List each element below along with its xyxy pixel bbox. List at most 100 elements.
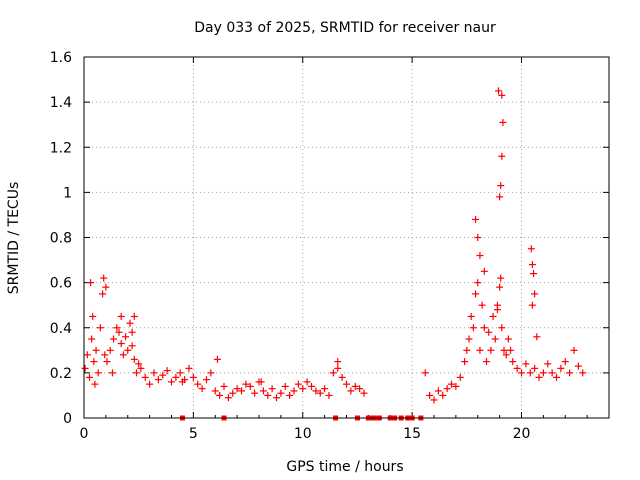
data-point: [135, 360, 143, 368]
y-tick-label: 1.4: [50, 95, 72, 111]
y-tick-label: 0.8: [50, 231, 72, 247]
data-point: [574, 362, 582, 370]
data-point: [216, 391, 224, 399]
data-point: [99, 290, 107, 298]
data-point: [130, 355, 138, 363]
data-point: [472, 290, 480, 298]
data-point: [430, 396, 438, 404]
data-point: [533, 333, 541, 341]
data-point: [281, 382, 289, 390]
data-point: [476, 252, 484, 260]
data-point: [530, 270, 538, 278]
data-point: [343, 380, 350, 388]
data-point: [504, 335, 512, 343]
data-point: [531, 290, 539, 298]
data-point: [122, 333, 130, 341]
data-point: [172, 373, 180, 381]
data-point: [203, 376, 210, 384]
data-point: [463, 346, 471, 354]
data-point: [566, 369, 574, 377]
data-point: [294, 380, 302, 388]
data-point: [189, 373, 197, 381]
data-point: [469, 324, 477, 332]
data-point: [81, 364, 89, 372]
data-point: [90, 358, 98, 366]
data-point: [507, 346, 515, 354]
data-point: [495, 87, 503, 95]
data-point: [474, 234, 482, 241]
data-point: [194, 380, 202, 388]
data-point: [150, 369, 158, 377]
y-tick-label: 0: [63, 411, 72, 427]
data-point: [456, 373, 464, 381]
x-tick-label: 15: [403, 426, 421, 442]
data-point: [480, 324, 488, 332]
x-tick-label: 20: [513, 426, 531, 442]
data-point: [329, 369, 337, 377]
data-point: [185, 364, 193, 372]
data-point: [303, 378, 311, 386]
gridlines: [84, 57, 609, 418]
data-point: [497, 274, 505, 282]
data-point: [527, 245, 535, 253]
data-point: [351, 382, 359, 390]
data-point: [299, 385, 307, 393]
data-point: [106, 346, 114, 354]
x-tick-label: 10: [294, 426, 312, 442]
data-point: [496, 193, 504, 201]
data-point: [561, 358, 569, 366]
data-point: [528, 261, 536, 269]
data-point: [213, 355, 221, 363]
data-point: [443, 385, 451, 393]
data-point: [334, 364, 342, 372]
y-tick-label: 0.2: [50, 366, 72, 382]
data-point: [242, 380, 250, 388]
data-point: [421, 369, 429, 377]
data-point: [498, 91, 506, 99]
data-point: [308, 382, 315, 390]
data-point: [277, 389, 285, 397]
data-point: [570, 346, 578, 354]
x-tick-label: 0: [80, 426, 89, 442]
data-point: [290, 387, 298, 395]
data-point: [522, 360, 530, 368]
data-point: [461, 358, 469, 366]
axis-ticks: 0 5 10 15 20 0 0.2 0.4 0.6 0.8 1 1.2 1.4 1.6: [50, 50, 609, 442]
data-point: [448, 380, 455, 388]
data-point: [115, 328, 123, 336]
data-point: [476, 346, 484, 354]
data-point: [465, 335, 473, 343]
data-point: [83, 351, 91, 359]
data-point: [146, 380, 154, 388]
data-point: [113, 324, 121, 332]
data-point: [497, 182, 505, 190]
data-point: [474, 279, 482, 287]
data-point: [498, 324, 506, 332]
data-point: [246, 382, 254, 390]
data-point: [483, 358, 490, 366]
data-point: [273, 394, 280, 402]
data-point: [176, 369, 184, 377]
data-point: [102, 283, 110, 291]
data-point: [485, 328, 493, 336]
data-point: [360, 389, 368, 397]
chart-title: Day 033 of 2025, SRMTID for receiver nau…: [194, 20, 496, 36]
data-point: [207, 369, 215, 377]
data-point: [233, 385, 241, 393]
data-point: [133, 369, 140, 377]
plot-frame: [83, 56, 610, 419]
data-point: [168, 378, 175, 386]
data-point: [130, 312, 138, 320]
data-point: [211, 387, 219, 395]
data-point: [96, 324, 104, 332]
data-point: [509, 358, 517, 366]
data-point: [117, 312, 125, 320]
x-axis-label: GPS time / hours: [286, 459, 403, 475]
data-point: [347, 387, 355, 395]
data-point: [154, 376, 162, 384]
data-point: [539, 369, 547, 377]
data-point: [92, 346, 100, 354]
data-point: [518, 369, 525, 377]
data-point: [108, 369, 116, 377]
